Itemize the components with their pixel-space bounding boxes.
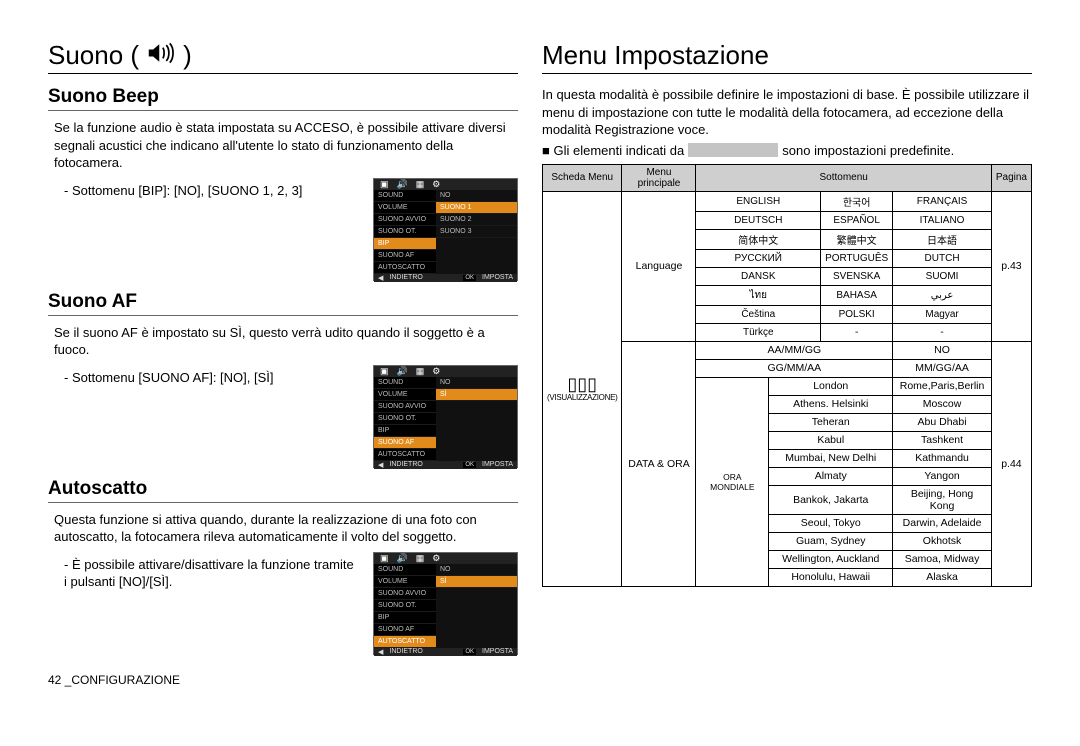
language-option: 简体中文 — [696, 229, 821, 249]
language-option: DANSK — [696, 267, 821, 285]
city-option: Athens. Helsinki — [769, 395, 893, 413]
left-column: Suono ( ) Suono Beep Se la funzione audio… — [48, 40, 518, 687]
language-option: - — [893, 323, 992, 341]
city-option: Abu Dhabi — [893, 413, 992, 431]
language-option: POLSKI — [821, 305, 893, 323]
date-format-option: MM/GG/AA — [893, 359, 992, 377]
language-option: FRANÇAIS — [893, 191, 992, 211]
language-option: ESPAÑOL — [821, 211, 893, 229]
camera-menu-screenshot: ▣🔊▦⚙SOUNDVOLUMESUONO AVVIOSUONO OT.BIPSU… — [373, 178, 518, 281]
title-text-pre: Suono ( — [48, 40, 139, 71]
title-text-post: ) — [183, 40, 192, 71]
language-option: 日本語 — [893, 229, 992, 249]
language-option: Magyar — [893, 305, 992, 323]
section-heading: Suono AF — [48, 291, 518, 316]
th-main: Menu principale — [622, 164, 696, 191]
city-option: Bankok, Jakarta — [769, 485, 893, 514]
city-option: Moscow — [893, 395, 992, 413]
left-title: Suono ( ) — [48, 40, 518, 74]
section-paragraph: Se il suono AF è impostato su SÌ, questo… — [54, 324, 518, 359]
world-time-label: ORA MONDIALE — [696, 377, 769, 586]
language-option: ITALIANO — [893, 211, 992, 229]
city-option: Darwin, Adelaide — [893, 514, 992, 532]
page-footer: 42 _CONFIGURAZIONE — [48, 673, 518, 687]
city-option: London — [769, 377, 893, 395]
city-option: Almaty — [769, 467, 893, 485]
language-option: - — [821, 323, 893, 341]
right-column: Menu Impostazione In questa modalità è p… — [542, 40, 1032, 687]
right-title: Menu Impostazione — [542, 40, 1032, 74]
language-option: DUTCH — [893, 249, 992, 267]
speaker-icon — [147, 40, 175, 71]
camera-menu-screenshot: ▣🔊▦⚙SOUNDVOLUMESUONO AVVIOSUONO OT.BIPSU… — [373, 365, 518, 468]
language-option: Čeština — [696, 305, 821, 323]
city-option: Wellington, Auckland — [769, 550, 893, 568]
main-date: DATA & ORA — [622, 341, 696, 586]
submenu-note: - È possibile attivare/disattivare la fu… — [64, 556, 357, 649]
date-format-option: AA/MM/GG — [696, 341, 893, 359]
city-option: Okhotsk — [893, 532, 992, 550]
city-option: Honolulu, Hawaii — [769, 568, 893, 586]
section-paragraph: Questa funzione si attiva quando, durant… — [54, 511, 518, 546]
language-option: BAHASA — [821, 285, 893, 305]
settings-table: Scheda Menu Menu principale Sottomenu Pa… — [542, 164, 1032, 587]
display-icon: ▯▯▯ — [547, 375, 617, 393]
bullet-post: sono impostazioni predefinite. — [782, 143, 954, 158]
default-note: ■ Gli elementi indicati da sono impostaz… — [542, 143, 1032, 158]
section-heading: Autoscatto — [48, 478, 518, 503]
bullet-pre: Gli elementi indicati da — [553, 143, 684, 158]
submenu-note: - Sottomenu [BIP]: [NO], [SUONO 1, 2, 3] — [64, 182, 357, 275]
language-option: SUOMI — [893, 267, 992, 285]
camera-menu-screenshot: ▣🔊▦⚙SOUNDVOLUMESUONO AVVIOSUONO OT.BIPSU… — [373, 552, 518, 655]
language-option: РУССКИЙ — [696, 249, 821, 267]
bullet-dot: ■ — [542, 143, 553, 158]
language-option: 繁體中文 — [821, 229, 893, 249]
th-page: Pagina — [991, 164, 1031, 191]
tab-label: (VISUALIZZAZIONE) — [547, 393, 617, 402]
right-intro: In questa modalità è possibile definire … — [542, 86, 1032, 139]
city-option: Tashkent — [893, 431, 992, 449]
language-option: PORTUGUÊS — [821, 249, 893, 267]
language-option: ENGLISH — [696, 191, 821, 211]
section-paragraph: Se la funzione audio è stata impostata s… — [54, 119, 518, 172]
city-option: Seoul, Tokyo — [769, 514, 893, 532]
city-option: Teheran — [769, 413, 893, 431]
language-option: عربي — [893, 285, 992, 305]
city-option: Samoa, Midway — [893, 550, 992, 568]
city-option: Rome,Paris,Berlin — [893, 377, 992, 395]
city-option: Yangon — [893, 467, 992, 485]
section-heading: Suono Beep — [48, 86, 518, 111]
language-option: SVENSKA — [821, 267, 893, 285]
language-option: ไทย — [696, 285, 821, 305]
main-language: Language — [622, 191, 696, 341]
city-option: Kathmandu — [893, 449, 992, 467]
language-option: Türkçe — [696, 323, 821, 341]
th-scheda: Scheda Menu — [543, 164, 622, 191]
page-ref: p.43 — [991, 191, 1031, 341]
submenu-note: - Sottomenu [SUONO AF]: [NO], [SÌ] — [64, 369, 357, 462]
date-format-option: GG/MM/AA — [696, 359, 893, 377]
language-option: DEUTSCH — [696, 211, 821, 229]
city-option: Guam, Sydney — [769, 532, 893, 550]
default-highlight-swatch — [688, 143, 778, 157]
language-option: 한국어 — [821, 191, 893, 211]
city-option: Alaska — [893, 568, 992, 586]
city-option: Kabul — [769, 431, 893, 449]
page-ref: p.44 — [991, 341, 1031, 586]
city-option: Mumbai, New Delhi — [769, 449, 893, 467]
city-option: Beijing, Hong Kong — [893, 485, 992, 514]
th-sub: Sottomenu — [696, 164, 991, 191]
date-format-option: NO — [893, 341, 992, 359]
